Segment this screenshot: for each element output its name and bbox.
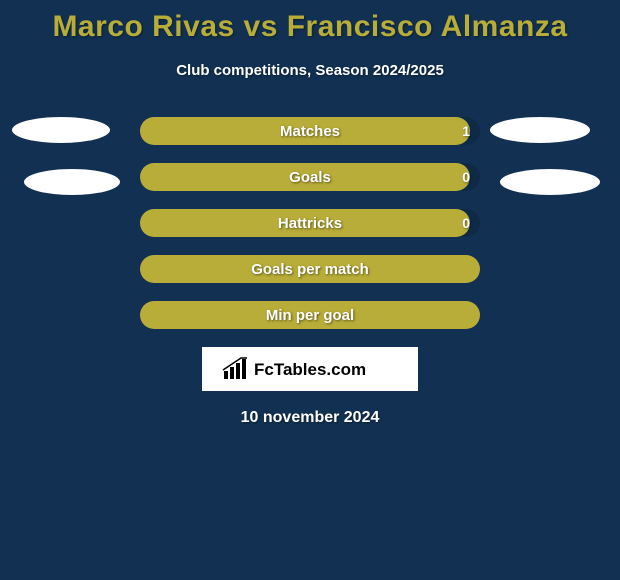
stat-label: Goals <box>140 163 480 191</box>
stat-row: Matches 1 <box>140 117 480 145</box>
stat-label: Goals per match <box>140 255 480 283</box>
brand-box: FcTables.com <box>202 347 418 391</box>
decor-ellipse <box>490 117 590 143</box>
brand-text: FcTables.com <box>254 360 366 379</box>
stat-row: Goals per match <box>140 255 480 283</box>
bar-chart-icon <box>223 358 247 379</box>
decor-ellipse <box>24 169 120 195</box>
stat-label: Min per goal <box>140 301 480 329</box>
stat-label: Hattricks <box>140 209 480 237</box>
date-text: 10 november 2024 <box>0 409 620 427</box>
stat-value: 0 <box>462 163 470 191</box>
stat-value: 1 <box>462 117 470 145</box>
subtitle: Club competitions, Season 2024/2025 <box>0 62 620 79</box>
stat-value: 0 <box>462 209 470 237</box>
stats-area: Matches 1 Goals 0 Hattricks 0 Goals per … <box>0 117 620 329</box>
page-title: Marco Rivas vs Francisco Almanza <box>0 0 620 44</box>
decor-ellipse <box>12 117 110 143</box>
decor-ellipse <box>500 169 600 195</box>
stat-row: Hattricks 0 <box>140 209 480 237</box>
stat-row: Goals 0 <box>140 163 480 191</box>
stat-row: Min per goal <box>140 301 480 329</box>
stat-label: Matches <box>140 117 480 145</box>
brand-logo: FcTables.com <box>220 355 400 383</box>
